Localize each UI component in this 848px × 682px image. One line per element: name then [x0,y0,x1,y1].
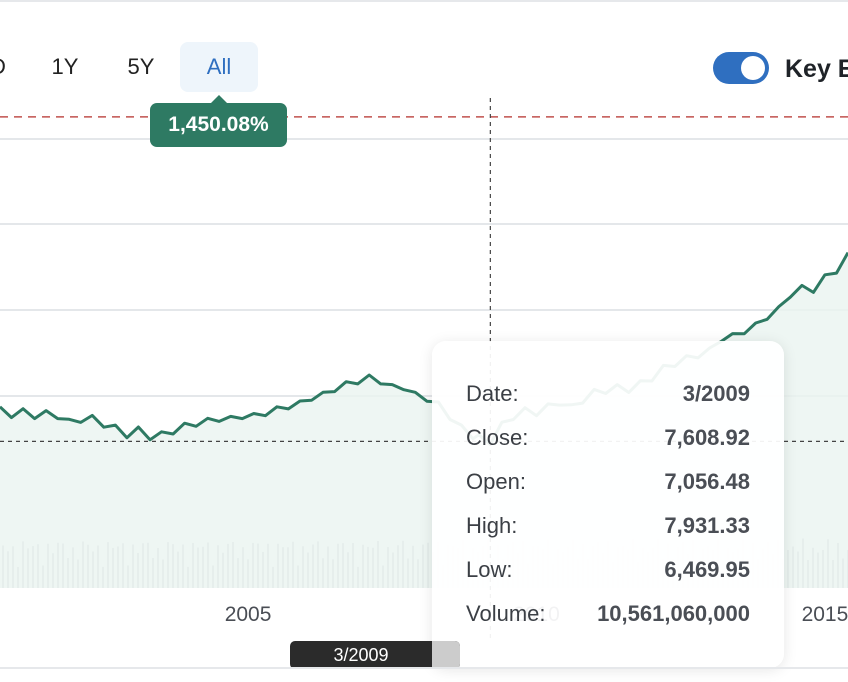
tooltip-row-volume: Volume: 10,561,060,000 [466,599,750,629]
tooltip-row-date: Date: 3/2009 [466,379,750,409]
tab-range-0[interactable]: D [0,42,8,92]
tooltip-label: Open: [466,469,526,494]
tooltip-value: 10,561,060,000 [597,601,750,626]
x-tick-label: 2005 [225,603,272,626]
tooltip-row-close: Close: 7,608.92 [466,423,750,453]
tooltip-label: Volume: [466,601,546,626]
toggle-knob [741,56,765,80]
tooltip-label: Close: [466,425,529,450]
tab-1y[interactable]: 1Y [51,54,79,79]
key-events-label: Key E [785,55,848,83]
crosshair-date-marker: 3/2009 [290,641,460,669]
bottom-divider [0,667,848,669]
tooltip-row-high: High: 7,931.33 [466,511,750,541]
tooltip-value: 6,469.95 [664,557,750,582]
tooltip-label: Date: [466,381,519,406]
tooltip-value: 7,608.92 [664,425,750,450]
date-marker-tail [432,641,460,669]
top-divider [0,0,848,2]
tooltip-label: High: [466,513,518,538]
tab-all[interactable]: All [180,42,258,92]
tooltip-row-low: Low: 6,469.95 [466,555,750,585]
key-events-toggle[interactable] [713,52,769,84]
tab-5y[interactable]: 5Y [127,54,155,79]
tooltip-value: 3/2009 [682,381,750,406]
data-tooltip: Date: 3/2009 Close: 7,608.92 Open: 7,056… [432,341,784,668]
x-tick-label: 2015 [802,603,848,626]
tooltip-row-open: Open: 7,056.48 [466,467,750,497]
tooltip-value: 7,931.33 [664,513,750,538]
crosshair-date-label: 3/2009 [333,645,389,665]
tooltip-value: 7,056.48 [664,469,750,494]
tooltip-label: Low: [466,557,513,582]
return-badge: 1,450.08% [150,95,287,147]
